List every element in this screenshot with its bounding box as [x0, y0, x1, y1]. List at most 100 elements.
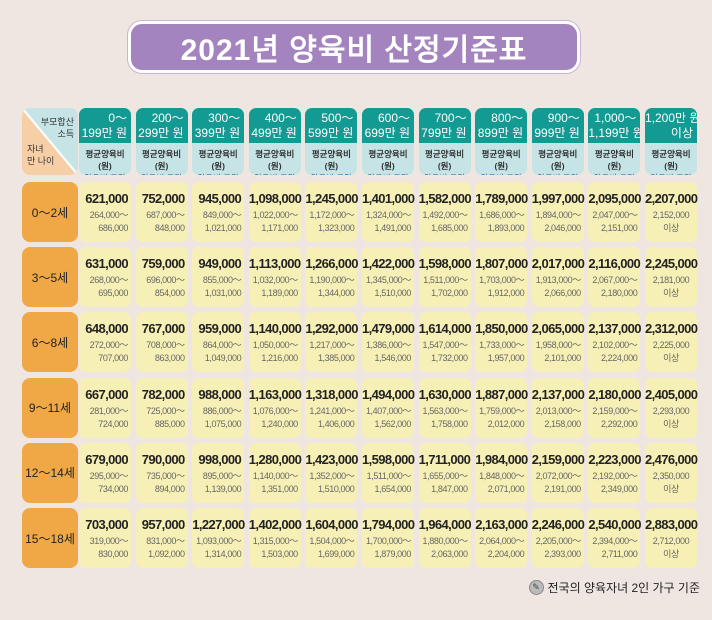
- range-from: 886,000～: [202, 405, 242, 416]
- range-to: 1,216,000: [261, 353, 298, 364]
- range-from: 1,511,000～: [423, 275, 468, 286]
- range-to: 707,000: [98, 353, 128, 364]
- range-from: 1,563,000～: [422, 405, 468, 416]
- income-range-line1: 200～: [151, 111, 184, 125]
- table-cell: 767,000 708,000～ 863,000: [135, 312, 188, 373]
- range-from: 725,000～: [146, 405, 185, 416]
- age-group-label: 0～2세: [22, 182, 78, 242]
- range-to: 894,000: [154, 483, 185, 494]
- income-range-line1: 900～: [547, 111, 580, 125]
- range-to: 1,049,000: [204, 353, 242, 364]
- column-header: 1,000～ 1,199만 원 평균양육비(원) 양육비 구간: [588, 108, 641, 175]
- average-cost: 1,401,000: [362, 191, 415, 206]
- range-label: 양육비 구간: [192, 172, 244, 175]
- range-from: 2,350,000: [652, 470, 690, 481]
- table-cell: 957,000 831,000～ 1,092,000: [135, 508, 188, 568]
- table-cell: 1,422,000 1,345,000～ 1,510,000: [362, 247, 415, 308]
- table-cell: 2,223,000 2,192,000～ 2,349,000: [588, 442, 641, 503]
- range-from: 2,712,000: [652, 536, 690, 546]
- average-cost: 1,850,000: [475, 321, 528, 337]
- range-to: 이상: [663, 483, 679, 494]
- table-cell: 1,140,000 1,050,000～ 1,216,000: [248, 312, 302, 373]
- range-to: 1,685,000: [431, 223, 468, 233]
- table-cell: 1,266,000 1,190,000～ 1,344,000: [305, 247, 358, 308]
- table-cell: 1,280,000 1,140,000～ 1,351,000: [248, 442, 302, 503]
- column-header: 500～ 599만 원 평균양육비(원) 양육비 구간: [305, 108, 358, 175]
- range-label: 양육비 구간: [588, 172, 640, 175]
- range-from: 1,958,000～: [535, 340, 581, 351]
- range-from: 2,072,000～: [535, 470, 581, 481]
- range-to: 854,000: [154, 288, 185, 299]
- range-from: 2,047,000～: [592, 210, 638, 220]
- column-header: 900～ 999만 원 평균양육비(원) 양육비 구간: [531, 108, 584, 175]
- range-from: 1,076,000～: [252, 405, 298, 416]
- table-cell: 1,598,000 1,511,000～ 1,702,000: [418, 247, 472, 308]
- table-cell: 1,113,000 1,032,000～ 1,189,000: [248, 247, 301, 308]
- table-cell: 2,116,000 2,067,000～ 2,180,000: [588, 247, 641, 308]
- table-cell: 949,000 855,000～ 1,031,000: [192, 247, 245, 308]
- range-to: 1,702,000: [431, 288, 468, 299]
- average-cost: 782,000: [141, 386, 185, 402]
- range-to: 이상: [663, 353, 679, 364]
- range-to: 이상: [663, 288, 679, 299]
- range-to: 1,189,000: [261, 288, 298, 299]
- avg-cost-label: 평균양육비(원): [425, 149, 465, 171]
- range-from: 849,000～: [202, 210, 242, 220]
- average-cost: 1,604,000: [305, 517, 358, 532]
- income-range: 600～ 699만 원: [362, 108, 414, 143]
- range-to: 734,000: [98, 483, 128, 494]
- range-from: 2,064,000～: [479, 536, 525, 546]
- range-to: 1,912,000: [487, 288, 525, 299]
- page-title: 2021년 양육비 산정기준표: [128, 21, 580, 73]
- table-cell: 2,137,000 2,013,000～ 2,158,000: [531, 377, 585, 438]
- column-header: 1,200만 원 이상 평균양육비(원) 양육비 구간: [645, 108, 697, 175]
- table-cell: 2,163,000 2,064,000～ 2,204,000: [475, 508, 528, 568]
- average-cost: 2,137,000: [588, 321, 641, 337]
- table-cell: 2,017,000 1,913,000～ 2,066,000: [531, 247, 585, 308]
- table-cell: 1,604,000 1,504,000～ 1,699,000: [305, 508, 358, 568]
- range-label: 양육비 구간: [419, 172, 471, 175]
- average-cost: 679,000: [85, 451, 128, 467]
- table-cell: 621,000 264,000～ 686,000: [79, 182, 131, 242]
- table-cell: 1,163,000 1,076,000～ 1,240,000: [248, 377, 302, 438]
- range-from: 1,190,000～: [309, 275, 355, 286]
- avg-cost-label: 평균양육비(원): [368, 149, 408, 171]
- table-cell: 2,405,000 2,293,000 이상: [645, 377, 698, 438]
- average-cost: 1,422,000: [362, 256, 415, 272]
- range-label: 양육비 구간: [362, 172, 414, 175]
- income-range: 300～ 399만 원: [192, 108, 245, 143]
- average-cost: 998,000: [198, 451, 242, 467]
- range-label: 양육비 구간: [645, 172, 697, 175]
- table-cell: 1,630,000 1,563,000～ 1,758,000: [418, 377, 472, 438]
- range-from: 1,241,000～: [309, 405, 355, 416]
- table-cell: 1,479,000 1,386,000～ 1,546,000: [362, 312, 415, 373]
- range-to: 1,546,000: [374, 353, 412, 364]
- average-cost: 2,180,000: [588, 386, 641, 402]
- average-cost: 621,000: [85, 191, 128, 206]
- average-cost: 1,807,000: [475, 256, 528, 272]
- table-cell: 1,850,000 1,733,000～ 1,957,000: [475, 312, 528, 373]
- range-to: 1,075,000: [204, 418, 242, 429]
- income-range: 1,000～ 1,199만 원: [588, 108, 641, 143]
- range-from: 2,205,000～: [535, 536, 581, 546]
- range-to: 1,021,000: [204, 223, 242, 233]
- footnote: ✎ 전국의 양육자녀 2인 가구 기준: [528, 579, 700, 596]
- average-cost: 1,402,000: [248, 517, 302, 532]
- table-cell: 1,098,000 1,022,000～ 1,171,000: [248, 182, 302, 242]
- table-cell: 1,964,000 1,880,000～ 2,063,000: [418, 508, 472, 568]
- average-cost: 2,246,000: [531, 517, 585, 532]
- column-header: 800～ 899만 원 평균양육비(원) 양육비 구간: [475, 108, 528, 175]
- range-from: 2,067,000～: [592, 275, 638, 286]
- range-to: 830,000: [98, 549, 128, 559]
- average-cost: 1,266,000: [305, 256, 358, 272]
- range-to: 1,847,000: [431, 483, 468, 494]
- table-cell: 2,137,000 2,102,000～ 2,224,000: [588, 312, 641, 373]
- average-cost: 1,711,000: [418, 451, 471, 467]
- range-from: 268,000～: [89, 275, 129, 286]
- average-cost: 1,292,000: [305, 321, 358, 337]
- column-header: 700～ 799만 원 평균양육비(원) 양육비 구간: [418, 108, 471, 175]
- income-label-line1: 부모합산: [40, 117, 74, 127]
- table-cell: 2,207,000 2,152,000 이상: [645, 182, 698, 242]
- average-cost: 1,098,000: [248, 191, 302, 206]
